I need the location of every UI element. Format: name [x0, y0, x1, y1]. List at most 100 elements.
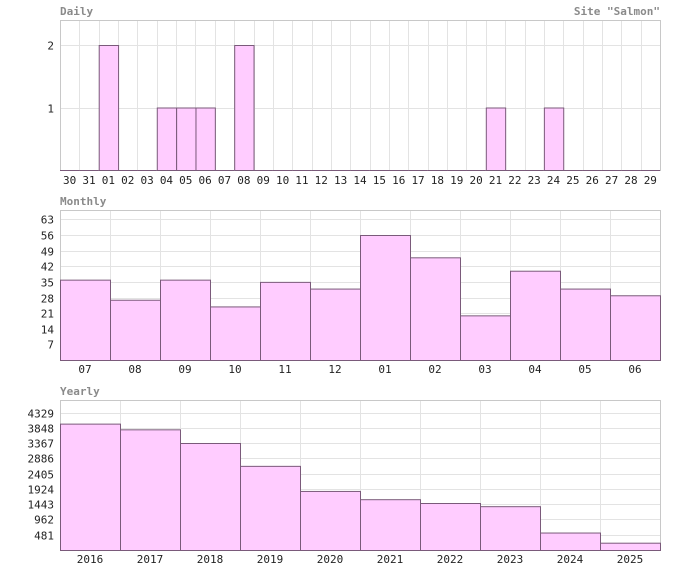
yearly-bar	[120, 429, 181, 551]
monthly-bar	[510, 270, 561, 362]
yearly-bar	[600, 542, 661, 551]
monthly-y-tick-label: 28	[41, 293, 54, 306]
monthly-x-tick-label: 04	[528, 363, 542, 376]
daily-x-tick-label: 13	[334, 174, 347, 187]
daily-x-tick-label: 17	[411, 174, 424, 187]
monthly-bar	[560, 288, 611, 362]
daily-x-tick-label: 01	[102, 174, 115, 187]
daily-x-tick-label: 22	[508, 174, 521, 187]
yearly-x-tick-label: 2025	[617, 553, 644, 566]
yearly-x-tick-label: 2018	[197, 553, 224, 566]
yearly-y-tick-label: 2886	[28, 453, 55, 466]
monthly-y-tick-label: 35	[41, 277, 54, 290]
daily-x-tick-label: 02	[121, 174, 134, 187]
daily-y-tick-label: 2	[47, 40, 54, 53]
monthly-bar	[160, 279, 211, 361]
monthly-x-tick-label: 08	[128, 363, 141, 376]
daily-plot-frame	[60, 20, 661, 171]
yearly-bar	[480, 506, 541, 552]
daily-bar	[234, 45, 255, 171]
daily-bar	[176, 107, 197, 171]
yearly-y-tick-label: 2405	[28, 469, 55, 482]
monthly-x-tick-label: 03	[478, 363, 491, 376]
daily-x-tick-label: 24	[547, 174, 561, 187]
daily-x-tick-label: 23	[528, 174, 541, 187]
monthly-y-tick-label: 14	[41, 324, 55, 337]
yearly-chart-title: Yearly	[60, 385, 100, 398]
monthly-x-tick-label: 09	[178, 363, 191, 376]
daily-x-tick-label: 25	[566, 174, 579, 187]
yearly-y-tick-label: 4329	[28, 408, 55, 421]
yearly-y-tick-label: 3848	[28, 423, 55, 436]
daily-x-tick-label: 08	[237, 174, 250, 187]
monthly-bar	[610, 295, 661, 361]
monthly-bar	[360, 235, 411, 361]
daily-x-tick-label: 29	[644, 174, 657, 187]
monthly-x-tick-label: 07	[78, 363, 91, 376]
daily-bar	[98, 45, 120, 171]
daily-x-tick-label: 03	[140, 174, 153, 187]
daily-y-tick-label: 1	[47, 103, 54, 116]
daily-x-tick-label: 18	[431, 174, 444, 187]
daily-x-tick-label: 04	[160, 174, 174, 187]
yearly-x-tick-label: 2021	[377, 553, 404, 566]
daily-x-tick-label: 26	[586, 174, 599, 187]
daily-bar	[156, 107, 178, 171]
daily-x-tick-label: 20	[470, 174, 483, 187]
daily-x-tick-label: 09	[257, 174, 270, 187]
monthly-chart-title: Monthly	[60, 195, 107, 208]
yearly-y-tick-label: 481	[34, 530, 54, 543]
daily-x-tick-label: 21	[489, 174, 502, 187]
yearly-x-tick-label: 2017	[137, 553, 164, 566]
daily-x-tick-label: 15	[373, 174, 386, 187]
monthly-x-tick-label: 01	[378, 363, 391, 376]
monthly-bar	[110, 299, 161, 362]
monthly-x-tick-label: 11	[278, 363, 291, 376]
daily-x-tick-label: 07	[218, 174, 231, 187]
yearly-bar	[180, 442, 241, 551]
yearly-bar	[420, 503, 481, 551]
yearly-bar	[60, 423, 121, 552]
monthly-bar	[260, 281, 311, 361]
daily-x-tick-label: 31	[82, 174, 95, 187]
monthly-x-tick-label: 05	[578, 363, 591, 376]
yearly-y-tick-label: 1443	[28, 499, 55, 512]
monthly-x-tick-label: 10	[228, 363, 241, 376]
daily-x-tick-label: 11	[295, 174, 308, 187]
monthly-bar	[310, 288, 361, 362]
monthly-y-tick-label: 42	[41, 261, 54, 274]
yearly-x-tick-label: 2024	[557, 553, 584, 566]
yearly-x-tick-label: 2022	[437, 553, 464, 566]
monthly-bar	[410, 257, 461, 362]
monthly-bar	[460, 315, 511, 362]
yearly-y-tick-label: 962	[34, 514, 54, 527]
daily-x-tick-label: 14	[353, 174, 367, 187]
yearly-bar	[540, 532, 601, 552]
yearly-x-tick-label: 2023	[497, 553, 524, 566]
yearly-y-tick-label: 1924	[28, 484, 55, 497]
monthly-x-tick-label: 12	[328, 363, 341, 376]
monthly-x-tick-label: 06	[628, 363, 641, 376]
daily-x-tick-label: 27	[605, 174, 618, 187]
daily-bar	[543, 107, 565, 171]
daily-x-tick-label: 12	[315, 174, 328, 187]
monthly-x-tick-label: 02	[428, 363, 441, 376]
daily-x-tick-label: 19	[450, 174, 463, 187]
monthly-bar	[210, 306, 261, 361]
daily-x-tick-label: 05	[179, 174, 192, 187]
daily-chart-title: Daily	[60, 5, 93, 18]
site-label: Site "Salmon"	[574, 5, 660, 18]
yearly-x-tick-label: 2019	[257, 553, 284, 566]
yearly-y-tick-label: 3367	[28, 438, 55, 451]
daily-x-tick-label: 10	[276, 174, 289, 187]
daily-x-tick-label: 16	[392, 174, 405, 187]
monthly-y-tick-label: 21	[41, 308, 54, 321]
monthly-bar	[60, 279, 111, 361]
monthly-y-tick-label: 56	[41, 230, 54, 243]
monthly-y-tick-label: 7	[47, 339, 54, 352]
daily-x-tick-label: 30	[63, 174, 76, 187]
monthly-y-tick-label: 63	[41, 214, 54, 227]
monthly-y-tick-label: 49	[41, 246, 54, 259]
daily-x-tick-label: 28	[624, 174, 637, 187]
